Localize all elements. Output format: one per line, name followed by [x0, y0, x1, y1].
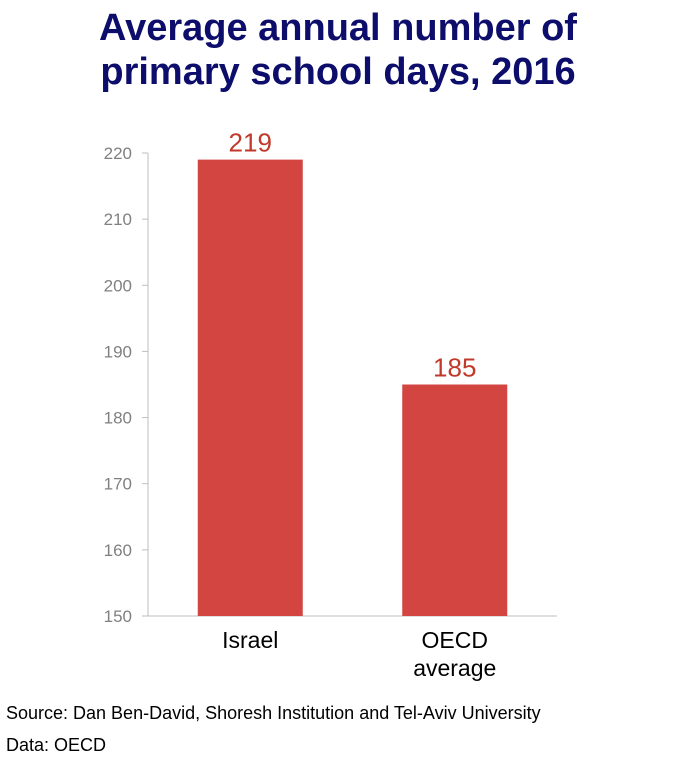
- x-tick-label: average: [413, 655, 496, 681]
- y-tick-label: 220: [104, 144, 132, 163]
- y-tick-label: 170: [104, 475, 132, 494]
- data-note: Data: OECD: [6, 735, 107, 755]
- chart-data-labels: 219 185: [229, 128, 477, 383]
- bar: [402, 384, 508, 616]
- y-tick-label: 150: [104, 607, 132, 626]
- x-tick-label: OECD: [422, 627, 488, 653]
- bar: [197, 159, 303, 616]
- y-tick-label: 210: [104, 210, 132, 229]
- source-note: Source: Dan Ben-David, Shoresh Instituti…: [6, 703, 541, 723]
- chart-title-line-1: Average annual number of: [99, 7, 577, 49]
- y-tick-label: 190: [104, 342, 132, 361]
- y-tick-label: 180: [104, 409, 132, 428]
- bar-data-label: 185: [433, 353, 476, 383]
- chart-title: Average annual number of primary school …: [0, 6, 676, 94]
- y-tick-label: 160: [104, 541, 132, 560]
- bar-chart: 150 160 170 180 190 200 210 220 219 185 Israel OE…: [104, 128, 557, 681]
- chart-axes: 150 160 170 180 190 200 210 220: [104, 144, 557, 626]
- bar-data-label: 219: [229, 128, 272, 158]
- x-tick-label: Israel: [222, 627, 278, 653]
- chart-title-line-2: primary school days, 2016: [100, 51, 576, 93]
- chart-bars: [197, 159, 508, 616]
- y-tick-label: 200: [104, 276, 132, 295]
